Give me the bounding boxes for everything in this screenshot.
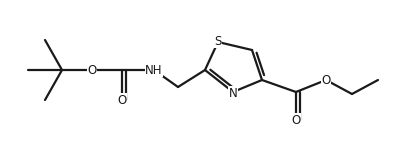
Text: S: S: [214, 35, 221, 48]
Text: O: O: [321, 74, 330, 86]
Text: NH: NH: [145, 63, 162, 77]
Text: N: N: [228, 86, 237, 100]
Text: O: O: [117, 93, 126, 106]
Text: O: O: [87, 63, 96, 77]
Text: O: O: [291, 113, 300, 127]
